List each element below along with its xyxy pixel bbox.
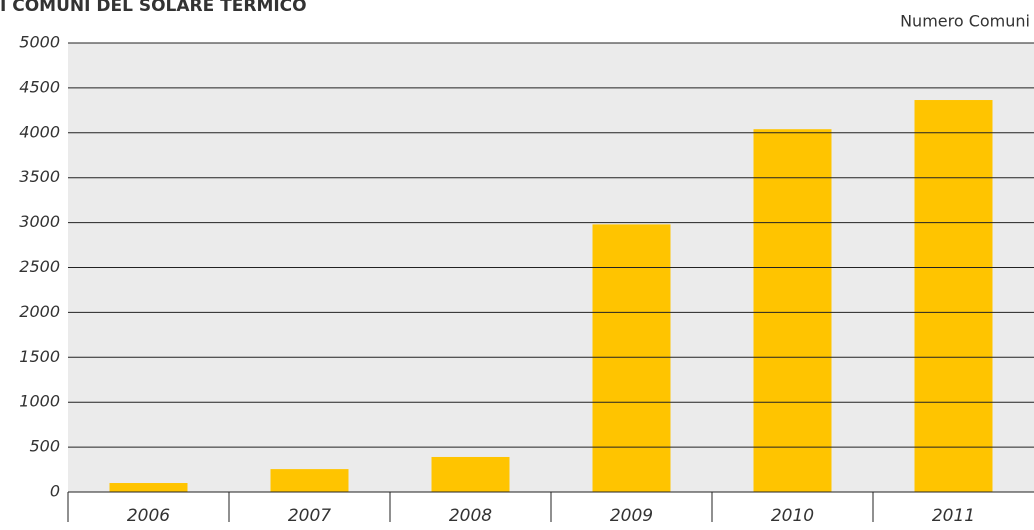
y-tick-label: 1500	[19, 347, 60, 366]
bar	[109, 483, 188, 492]
y-tick-label: 2000	[19, 302, 60, 321]
y-tick-label: 500	[29, 437, 60, 456]
y-tick-label: 1000	[19, 392, 60, 411]
x-tick-label: 2006	[127, 506, 170, 526]
y-tick-label: 4000	[19, 122, 60, 141]
x-tick-label: 2011	[932, 506, 975, 526]
y-tick-label: 3000	[19, 212, 60, 231]
x-tick-label: 2010	[771, 506, 814, 526]
chart-subtitle: Numero Comuni	[900, 12, 1030, 31]
bar	[592, 224, 671, 492]
bar	[753, 129, 832, 492]
y-tick-label: 3500	[19, 167, 60, 186]
chart-title: I COMUNI DEL SOLARE TERMICO	[0, 0, 307, 16]
x-tick-label: 2009	[610, 506, 653, 526]
bar	[431, 456, 510, 492]
x-tick-label: 2008	[449, 506, 492, 526]
x-tick-label: 2007	[288, 506, 331, 526]
y-tick-label: 0	[50, 482, 60, 501]
y-tick-label: 2500	[19, 257, 60, 276]
y-tick-label: 5000	[19, 33, 60, 52]
bar	[914, 100, 993, 492]
y-tick-label: 4500	[19, 77, 60, 96]
bar	[270, 469, 349, 492]
